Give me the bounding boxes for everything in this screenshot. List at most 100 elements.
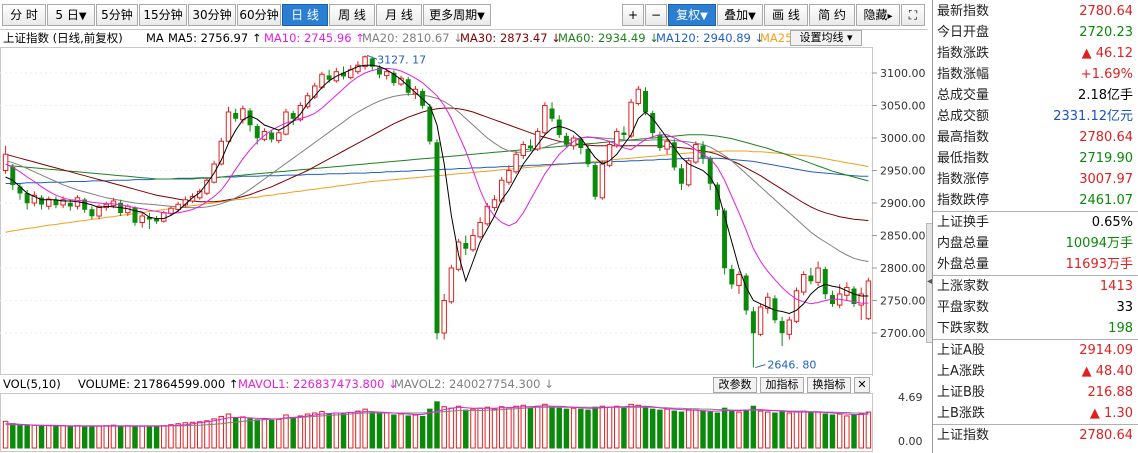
volume-bar bbox=[247, 418, 253, 449]
ma-settings-button[interactable]: 设置均线 ▾ bbox=[790, 30, 862, 46]
volume-bar bbox=[822, 413, 828, 449]
volume-bar bbox=[204, 420, 210, 449]
volume-bar bbox=[304, 413, 311, 449]
tab-weekly[interactable]: 周 线 bbox=[329, 4, 375, 26]
volume-bar bbox=[283, 414, 289, 449]
draw-line-button[interactable]: 画 线 bbox=[764, 4, 808, 26]
candle bbox=[60, 196, 66, 209]
candle bbox=[628, 99, 634, 138]
volume-bar bbox=[89, 426, 95, 449]
volume-bar bbox=[434, 401, 440, 449]
tab-60min[interactable]: 60分钟 bbox=[237, 4, 281, 26]
mavol1-line bbox=[5, 405, 869, 427]
chevron-down-icon: ▼ bbox=[700, 11, 708, 22]
candle bbox=[606, 141, 613, 168]
candle bbox=[441, 294, 447, 340]
zoom-out-button[interactable]: − bbox=[645, 4, 667, 26]
tab-monthly[interactable]: 月 线 bbox=[376, 4, 422, 26]
mavol2-value: MAVOL2: 240027754.300 ↓ bbox=[394, 377, 554, 391]
candle bbox=[678, 164, 684, 190]
quote-label: 总成交量 bbox=[937, 88, 990, 103]
quote-value: 2780.64 bbox=[1079, 130, 1133, 145]
simple-mode-button[interactable]: 简 约 bbox=[809, 4, 855, 26]
volume-bar bbox=[117, 425, 124, 449]
candle bbox=[534, 128, 541, 151]
period-toolbar: 分 时 5 日▼ 5分钟 15分钟 30分钟 60分钟 日 线 周 线 月 线 … bbox=[0, 0, 928, 30]
price-tick-label: 2750.00 bbox=[880, 295, 926, 308]
volume-bar bbox=[793, 411, 800, 449]
candle bbox=[391, 70, 397, 86]
volume-bar bbox=[139, 425, 145, 449]
candle bbox=[592, 162, 598, 200]
mavol1-value: MAVOL1: 226837473.800 ↓ bbox=[238, 377, 398, 391]
volume-bar bbox=[376, 413, 383, 449]
collapse-arrow-icon: ◀ bbox=[927, 276, 935, 287]
candle bbox=[463, 235, 469, 255]
volume-bar bbox=[290, 417, 296, 449]
candle bbox=[722, 208, 728, 275]
volume-bar bbox=[635, 404, 642, 449]
volume-bar bbox=[268, 419, 275, 449]
candle bbox=[269, 130, 275, 143]
volume-bar bbox=[10, 423, 16, 449]
quote-value: ▲ 48.40 bbox=[1081, 364, 1133, 379]
volume-bar bbox=[606, 406, 613, 449]
volume-bar bbox=[2, 420, 9, 449]
volume-bar bbox=[772, 412, 778, 449]
volume-bar bbox=[592, 406, 598, 449]
quote-label: 最高指数 bbox=[937, 130, 990, 145]
close-icon[interactable]: ✕ bbox=[854, 377, 870, 393]
volume-bar bbox=[261, 418, 268, 449]
edit-params-button[interactable]: 改参数 bbox=[713, 377, 757, 393]
candle bbox=[362, 55, 368, 70]
tab-5min[interactable]: 5分钟 bbox=[96, 4, 138, 26]
volume-bar bbox=[419, 415, 426, 449]
quote-label: 最新指数 bbox=[937, 4, 990, 19]
candle bbox=[434, 139, 440, 340]
ma10-line bbox=[5, 67, 869, 305]
volume-bar bbox=[649, 408, 656, 449]
volume-bar bbox=[441, 406, 447, 449]
volume-axis-top-label: 4.69 bbox=[898, 393, 923, 404]
volume-chart[interactable]: 4.69 0.00 bbox=[0, 393, 926, 453]
volume-bar bbox=[736, 411, 742, 449]
adjust-price-button[interactable]: 复权▼ bbox=[668, 4, 716, 26]
quote-label: 上B涨跌 bbox=[937, 406, 985, 421]
candle bbox=[46, 196, 52, 210]
price-tick-label: 3050.00 bbox=[880, 100, 926, 113]
tab-5day[interactable]: 5 日▼ bbox=[47, 4, 95, 26]
volume-bar bbox=[347, 412, 354, 449]
volume-bar bbox=[800, 410, 807, 449]
volume-bar bbox=[369, 411, 376, 449]
quote-label: 上证A股 bbox=[937, 343, 985, 358]
volume-bar bbox=[38, 425, 45, 449]
volume-bar bbox=[60, 425, 66, 449]
candle bbox=[851, 286, 857, 307]
volume-bar bbox=[405, 415, 411, 449]
quote-row: 上证B股 216.88 bbox=[933, 382, 1138, 403]
hide-button[interactable]: 隐藏▸ bbox=[856, 4, 900, 26]
candle bbox=[635, 86, 642, 106]
volume-bar bbox=[53, 425, 59, 449]
tab-more-periods[interactable]: 更多周期▼ bbox=[423, 4, 491, 26]
candle bbox=[2, 145, 9, 174]
volume-bar bbox=[46, 425, 52, 449]
fullscreen-button[interactable]: ⛶ bbox=[901, 4, 925, 26]
volume-bar bbox=[362, 408, 368, 449]
switch-indicator-button[interactable]: 换指标 bbox=[807, 377, 851, 393]
tab-30min[interactable]: 30分钟 bbox=[188, 4, 236, 26]
volume-bar bbox=[779, 411, 785, 449]
overlay-button[interactable]: 叠加▼ bbox=[717, 4, 763, 26]
tab-daily[interactable]: 日 线 bbox=[282, 4, 328, 26]
candle bbox=[319, 71, 325, 90]
quote-label: 指数涨停 bbox=[937, 172, 990, 187]
volume-bar bbox=[146, 426, 153, 449]
zoom-in-button[interactable]: + bbox=[622, 4, 644, 26]
tab-15min[interactable]: 15分钟 bbox=[139, 4, 187, 26]
add-indicator-button[interactable]: 加指标 bbox=[760, 377, 804, 393]
volume-bar bbox=[815, 411, 821, 449]
candlestick-chart[interactable]: 3100.00 3050.00 3000.00 2950.00 2900.00 2850.… bbox=[0, 47, 926, 376]
tab-intraday[interactable]: 分 时 bbox=[2, 4, 46, 26]
volume-bar bbox=[829, 414, 836, 449]
candle bbox=[542, 102, 548, 135]
